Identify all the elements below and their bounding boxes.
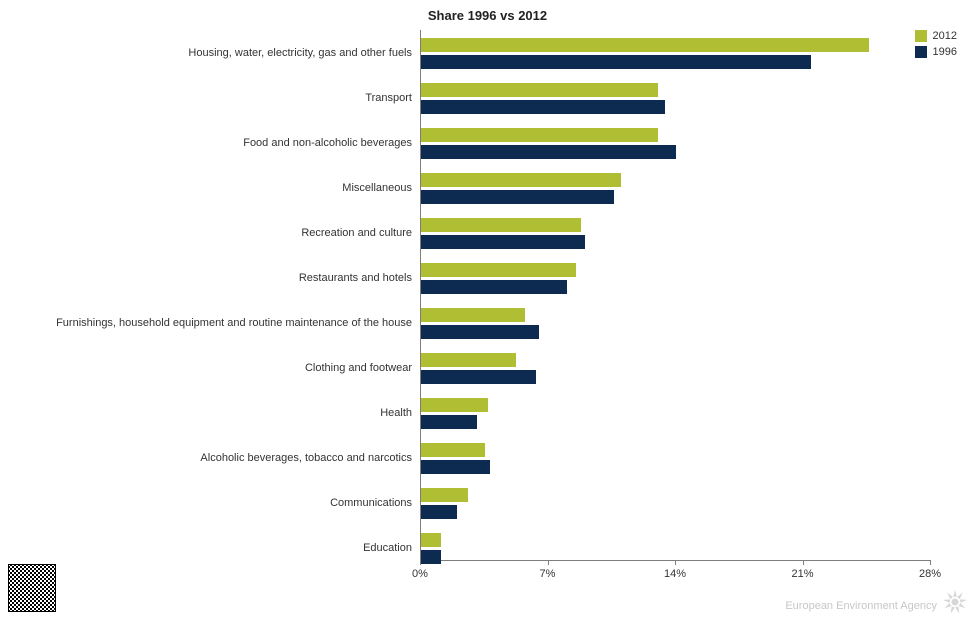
category-label: Education <box>363 542 412 554</box>
bar-1996 <box>421 145 676 159</box>
legend-label: 1996 <box>933 46 957 58</box>
legend-swatch <box>915 30 927 42</box>
bar-1996 <box>421 55 811 69</box>
legend-swatch <box>915 46 927 58</box>
bar-1996 <box>421 235 585 249</box>
bar-1996 <box>421 280 567 294</box>
chart-title: Share 1996 vs 2012 <box>0 8 975 23</box>
x-tick <box>675 560 676 565</box>
bar-1996 <box>421 190 614 204</box>
category-label: Alcoholic beverages, tobacco and narcoti… <box>200 452 412 464</box>
x-tick <box>803 560 804 565</box>
bar-2012 <box>421 173 621 187</box>
bar-2012 <box>421 308 525 322</box>
qr-code-icon <box>6 562 58 614</box>
x-tick-label: 28% <box>919 568 941 580</box>
category-label: Restaurants and hotels <box>299 272 412 284</box>
legend: 2012 1996 <box>915 28 957 60</box>
x-tick-label: 7% <box>540 568 556 580</box>
bar-1996 <box>421 460 490 474</box>
eea-logo-icon <box>941 588 969 616</box>
attribution-text: European Environment Agency <box>785 600 937 612</box>
bar-1996 <box>421 415 477 429</box>
bar-2012 <box>421 263 576 277</box>
category-label: Communications <box>330 497 412 509</box>
x-tick-label: 21% <box>791 568 813 580</box>
bar-2012 <box>421 38 869 52</box>
plot-area: 0%7%14%21%28% <box>420 30 930 560</box>
x-tick-label: 14% <box>664 568 686 580</box>
bar-1996 <box>421 370 536 384</box>
category-label: Furnishings, household equipment and rou… <box>56 317 412 329</box>
x-tick-label: 0% <box>412 568 428 580</box>
bar-2012 <box>421 83 658 97</box>
bar-2012 <box>421 128 658 142</box>
category-label: Housing, water, electricity, gas and oth… <box>188 47 412 59</box>
bar-1996 <box>421 100 665 114</box>
bar-2012 <box>421 353 516 367</box>
bar-2012 <box>421 533 441 547</box>
x-tick <box>930 560 931 565</box>
category-label: Clothing and footwear <box>305 362 412 374</box>
legend-item: 2012 <box>915 28 957 44</box>
category-label: Miscellaneous <box>342 182 412 194</box>
bar-2012 <box>421 488 468 502</box>
legend-item: 1996 <box>915 44 957 60</box>
category-label: Recreation and culture <box>301 227 412 239</box>
bar-1996 <box>421 505 457 519</box>
legend-label: 2012 <box>933 30 957 42</box>
category-label: Health <box>380 407 412 419</box>
x-tick <box>548 560 549 565</box>
bar-2012 <box>421 218 581 232</box>
category-label: Transport <box>365 92 412 104</box>
bar-1996 <box>421 325 539 339</box>
bar-1996 <box>421 550 441 564</box>
bar-2012 <box>421 398 488 412</box>
bar-2012 <box>421 443 485 457</box>
category-label: Food and non-alcoholic beverages <box>243 137 412 149</box>
